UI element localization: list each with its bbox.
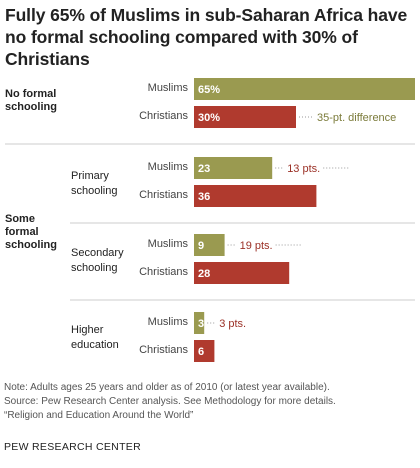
- row-label-christians: Christians: [139, 189, 188, 201]
- category-label-line: No formal: [5, 88, 57, 100]
- difference-label: 35-pt. difference: [317, 112, 396, 124]
- bar-muslims: [194, 157, 273, 179]
- row-label-muslims: Muslims: [147, 316, 188, 328]
- row-label-christians: Christians: [139, 344, 188, 356]
- category-label-line: Some: [5, 213, 35, 225]
- difference-label: 19 pts.: [240, 240, 273, 252]
- bar-value-label-muslims: 23: [198, 163, 210, 175]
- subcategory-primary-schooling: Primary schooling: [71, 169, 117, 199]
- subcategory-label-line: education: [71, 339, 119, 351]
- row-label-christians: Christians: [139, 110, 188, 122]
- difference-label: 3 pts.: [219, 318, 246, 330]
- bar-value-label-christians: 30%: [198, 112, 220, 124]
- bar-christians: [194, 185, 317, 207]
- row-label-muslims: Muslims: [147, 238, 188, 250]
- subcategory-label-line: Primary: [71, 170, 109, 182]
- subcategory-label-line: Higher: [71, 324, 104, 336]
- source-line: Source: Pew Research Center analysis. Se…: [4, 396, 336, 407]
- bar-christians: [194, 262, 290, 284]
- bar-value-label-muslims: 65%: [198, 84, 220, 96]
- bar-muslims: [194, 78, 415, 100]
- bar-value-label-muslims: 3: [198, 318, 204, 330]
- bar-christians: [194, 106, 296, 128]
- subcategory-label-line: schooling: [71, 262, 118, 274]
- bar-value-label-christians: 36: [198, 191, 210, 203]
- bar-value-label-christians: 28: [198, 268, 210, 280]
- bar-christians: [194, 340, 215, 362]
- category-label-line: schooling: [5, 239, 57, 251]
- subcategory-label-line: schooling: [71, 185, 118, 197]
- category-some-formal-schooling: Some formal schooling: [5, 213, 57, 252]
- chart-title: Fully 65% of Muslims in sub-Saharan Afri…: [5, 5, 408, 69]
- subcategory-label-line: Secondary: [71, 247, 124, 259]
- bar-value-label-muslims: 9: [198, 240, 204, 252]
- note-line-1: Note: Adults ages 25 years and older as …: [4, 382, 330, 393]
- report-title-line: “Religion and Education Around the World…: [4, 410, 194, 421]
- row-label-muslims: Muslims: [147, 82, 188, 94]
- category-label-line: formal: [5, 226, 39, 238]
- bar-muslims: [194, 312, 205, 334]
- row-label-muslims: Muslims: [147, 161, 188, 173]
- category-no-formal-schooling: No formal schooling: [5, 88, 57, 114]
- subcategory-secondary-schooling: Secondary schooling: [71, 246, 124, 276]
- category-label-line: schooling: [5, 101, 57, 113]
- bar-value-label-christians: 6: [198, 346, 204, 358]
- footer-brand: PEW RESEARCH CENTER: [4, 441, 141, 453]
- row-label-christians: Christians: [139, 266, 188, 278]
- difference-label: 13 pts.: [287, 163, 320, 175]
- subcategory-higher-education: Higher education: [71, 323, 119, 353]
- bar-muslims: [194, 234, 225, 256]
